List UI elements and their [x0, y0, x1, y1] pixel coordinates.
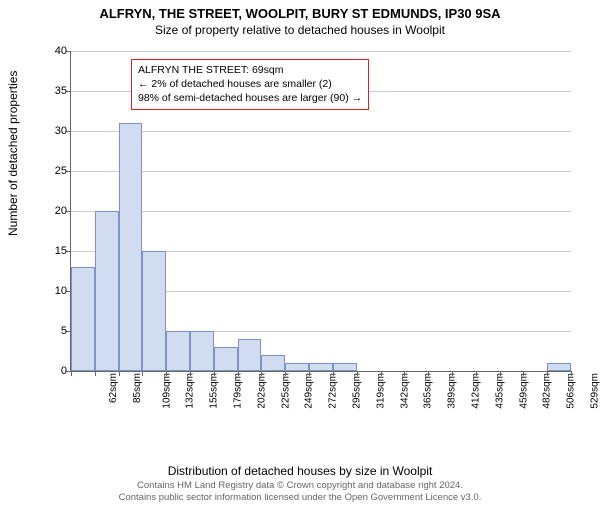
footer-line: Contains HM Land Registry data © Crown c…: [0, 480, 600, 492]
y-tick-label: 5: [41, 325, 71, 337]
x-tick-mark: [452, 371, 453, 376]
x-tick-label: 506sqm: [566, 373, 577, 409]
x-tick-label: 295sqm: [352, 373, 363, 409]
page-title: ALFRYN, THE STREET, WOOLPIT, BURY ST EDM…: [0, 6, 600, 21]
histogram-bar: [261, 355, 285, 371]
x-tick-mark: [190, 371, 191, 376]
x-tick-mark: [238, 371, 239, 376]
x-tick-label: 225sqm: [280, 373, 291, 409]
x-tick-label: 342sqm: [399, 373, 410, 409]
x-tick-mark: [428, 371, 429, 376]
y-tick-label: 35: [41, 85, 71, 97]
callout-box: ALFRYN THE STREET: 69sqm← 2% of detached…: [131, 59, 369, 110]
y-tick-label: 20: [41, 205, 71, 217]
page-subtitle: Size of property relative to detached ho…: [0, 23, 600, 37]
x-tick-mark: [95, 371, 96, 376]
histogram-bar: [333, 363, 357, 371]
callout-line: ALFRYN THE STREET: 69sqm: [138, 63, 362, 77]
x-tick-mark: [476, 371, 477, 376]
x-tick-label: 85sqm: [132, 373, 143, 403]
x-tick-mark: [142, 371, 143, 376]
x-tick-mark: [381, 371, 382, 376]
histogram-bar: [142, 251, 166, 371]
histogram-bar: [166, 331, 190, 371]
x-tick-mark: [214, 371, 215, 376]
x-tick-label: 249sqm: [304, 373, 315, 409]
x-tick-mark: [166, 371, 167, 376]
y-tick-label: 10: [41, 285, 71, 297]
x-tick-mark: [571, 371, 572, 376]
x-tick-mark: [333, 371, 334, 376]
x-tick-label: 272sqm: [328, 373, 339, 409]
x-tick-label: 109sqm: [161, 373, 172, 409]
chart-area: 051015202530354062sqm85sqm109sqm132sqm15…: [36, 51, 581, 431]
x-tick-mark: [500, 371, 501, 376]
x-tick-label: 155sqm: [209, 373, 220, 409]
x-tick-mark: [285, 371, 286, 376]
footer-line: Contains public sector information licen…: [0, 492, 600, 504]
y-tick-label: 15: [41, 245, 71, 257]
x-tick-mark: [357, 371, 358, 376]
callout-line: ← 2% of detached houses are smaller (2): [138, 77, 362, 91]
x-tick-mark: [71, 371, 72, 376]
x-tick-label: 62sqm: [108, 373, 119, 403]
plot-area: 051015202530354062sqm85sqm109sqm132sqm15…: [70, 51, 571, 372]
histogram-bar: [547, 363, 571, 371]
histogram-bar: [214, 347, 238, 371]
histogram-bar: [238, 339, 262, 371]
grid-line: [71, 51, 571, 52]
x-tick-mark: [309, 371, 310, 376]
x-tick-label: 319sqm: [375, 373, 386, 409]
x-tick-mark: [404, 371, 405, 376]
x-tick-mark: [547, 371, 548, 376]
x-tick-label: 202sqm: [256, 373, 267, 409]
x-tick-label: 435sqm: [494, 373, 505, 409]
histogram-bar: [119, 123, 143, 371]
x-axis-label: Distribution of detached houses by size …: [0, 464, 600, 478]
histogram-bar: [309, 363, 333, 371]
histogram-bar: [71, 267, 95, 371]
y-axis-label: Number of detached properties: [6, 71, 20, 236]
y-tick-label: 0: [41, 365, 71, 377]
y-tick-label: 25: [41, 165, 71, 177]
grid-line: [71, 211, 571, 212]
x-tick-label: 132sqm: [185, 373, 196, 409]
footer-attribution: Contains HM Land Registry data © Crown c…: [0, 480, 600, 504]
x-tick-label: 412sqm: [471, 373, 482, 409]
y-tick-label: 40: [41, 45, 71, 57]
x-tick-label: 179sqm: [233, 373, 244, 409]
x-tick-label: 529sqm: [590, 373, 600, 409]
x-tick-mark: [119, 371, 120, 376]
histogram-bar: [95, 211, 119, 371]
x-tick-mark: [523, 371, 524, 376]
y-tick-label: 30: [41, 125, 71, 137]
x-tick-label: 482sqm: [542, 373, 553, 409]
x-tick-label: 389sqm: [447, 373, 458, 409]
callout-line: 98% of semi-detached houses are larger (…: [138, 91, 362, 105]
x-tick-label: 365sqm: [423, 373, 434, 409]
histogram-bar: [190, 331, 214, 371]
x-tick-label: 459sqm: [518, 373, 529, 409]
histogram-bar: [285, 363, 309, 371]
x-tick-mark: [261, 371, 262, 376]
grid-line: [71, 171, 571, 172]
grid-line: [71, 131, 571, 132]
